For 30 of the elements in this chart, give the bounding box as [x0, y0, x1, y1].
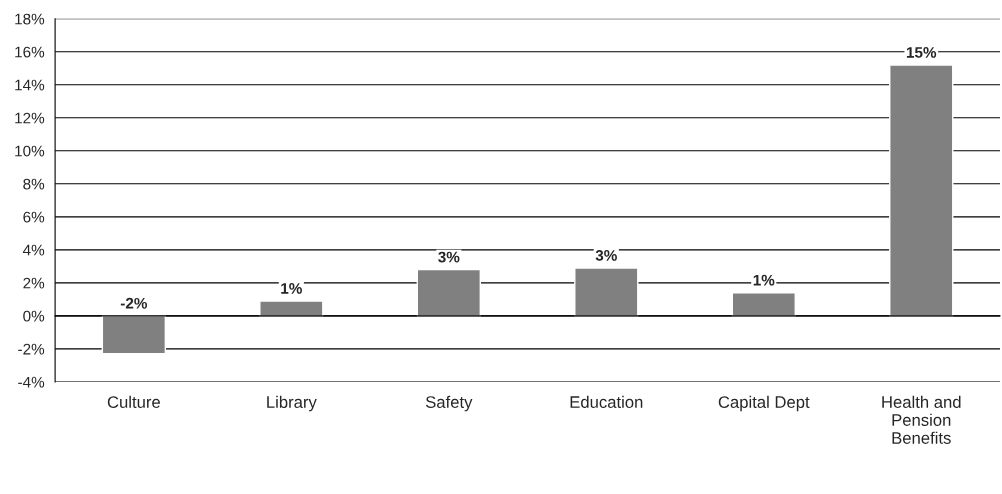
- bar: [101, 315, 167, 355]
- y-tick-label: 2%: [23, 277, 45, 289]
- y-tick-label: 14%: [15, 79, 45, 91]
- y-tick-label: 0%: [23, 310, 45, 322]
- y-tick-label: 10%: [15, 145, 45, 157]
- data-label: 1%: [281, 283, 302, 294]
- x-tick-label: Culture: [107, 395, 160, 408]
- bar: [574, 267, 639, 317]
- data-label: -2%: [120, 297, 148, 309]
- y-tick-label: -2%: [18, 343, 45, 355]
- data-label: 3%: [438, 251, 460, 263]
- data-label: 15%: [906, 47, 937, 58]
- y-tick-label: 6%: [23, 211, 45, 223]
- x-tick-label: Health and Pension Benefits: [882, 395, 961, 444]
- y-tick-label: 4%: [22, 244, 45, 256]
- bar: [416, 268, 482, 317]
- bar: [731, 292, 796, 317]
- x-tick-label: Safety: [425, 395, 473, 412]
- y-tick-label: 8%: [23, 178, 45, 190]
- bar: [889, 64, 954, 317]
- bar: [259, 300, 324, 317]
- y-tick-label: 18%: [15, 13, 45, 25]
- x-tick-label: Capital Dept: [718, 395, 810, 412]
- y-tick-label: -4%: [18, 376, 45, 388]
- y-tick-label: 12%: [15, 112, 45, 124]
- x-tick-label: Education: [570, 395, 643, 408]
- data-label: 1%: [753, 274, 775, 286]
- data-label: 3%: [595, 249, 617, 261]
- y-tick-label: 16%: [15, 46, 45, 58]
- x-tick-label: Library: [267, 395, 317, 412]
